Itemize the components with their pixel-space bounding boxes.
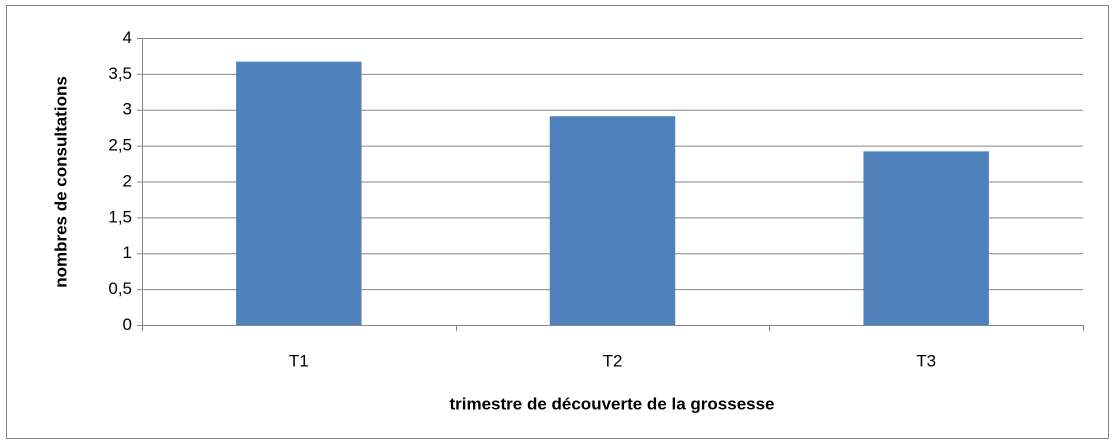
bar — [549, 116, 676, 326]
bar — [863, 151, 989, 325]
x-axis-title: trimestre de découverte de la grossesse — [449, 394, 774, 413]
x-tick-label: T2 — [603, 351, 623, 370]
y-tick-label: 3 — [123, 100, 132, 119]
y-tick-label: 0,5 — [108, 279, 132, 298]
y-tick-label: 2,5 — [108, 136, 132, 155]
y-tick-label: 4 — [123, 28, 132, 47]
bar — [236, 61, 362, 326]
y-tick-label: 3,5 — [108, 64, 132, 83]
y-tick-label: 1 — [123, 243, 132, 262]
x-tick-label: T3 — [916, 351, 936, 370]
y-tick-label: 2 — [123, 171, 132, 190]
y-tick-label: 1,5 — [108, 207, 132, 226]
y-tick-label: 0 — [123, 315, 132, 334]
x-tick-label: T1 — [289, 351, 309, 370]
y-axis-title: nombres de consultations — [51, 76, 70, 288]
